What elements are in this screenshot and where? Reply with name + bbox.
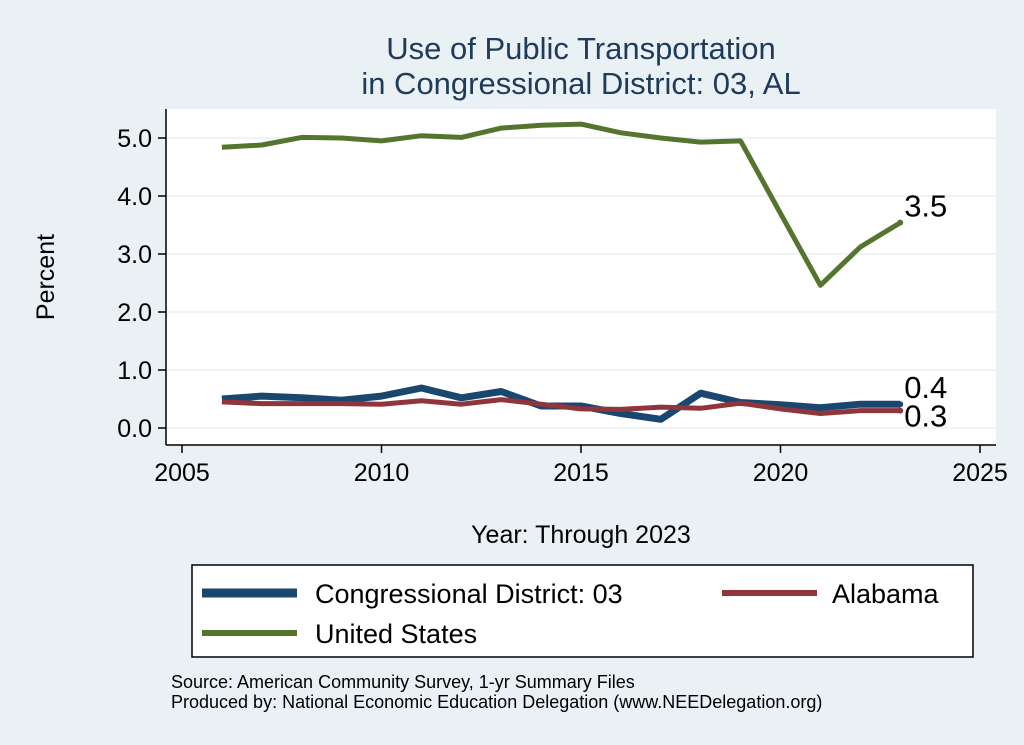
y-axis: 0.0 1.0 2.0 3.0 4.0 5.0 [117, 109, 167, 445]
end-labels: 0.40.3 3.5 [897, 189, 947, 434]
y-tick-label: 2.0 [117, 299, 152, 327]
x-tick-label: 2020 [753, 459, 809, 487]
y-tick-label: 1.0 [117, 357, 152, 385]
end-point-marker [897, 407, 904, 414]
legend-label: Congressional District: 03 [315, 579, 623, 609]
y-tick-label: 4.0 [117, 183, 152, 211]
legend-label: United States [315, 619, 477, 649]
series-line-alabama [221, 397, 901, 416]
y-tick-label: 5.0 [117, 125, 152, 153]
x-tick-label: 2010 [354, 459, 410, 487]
y-axis-label: Percent [32, 234, 60, 320]
end-value-label: 0.3 [904, 399, 947, 434]
gridlines [166, 137, 996, 429]
x-axis: 2005 2010 2015 2020 2025 [154, 444, 1008, 487]
series-line-united-states [221, 121, 902, 288]
x-tick-label: 2005 [154, 459, 210, 487]
legend [191, 564, 974, 658]
x-tick-label: 2015 [553, 459, 609, 487]
series-lines [221, 121, 902, 423]
end-value-label: 0.4 [904, 370, 947, 405]
y-tick-label: 0.0 [117, 415, 152, 443]
chart-title-line-1: Use of Public Transportation [386, 31, 775, 66]
x-axis-label: Year: Through 2023 [471, 521, 691, 549]
legend-label: Alabama [832, 579, 940, 609]
chart-title-line-2: in Congressional District: 03, AL [361, 66, 800, 101]
legend-items: Congressional District: 03 Alabama United … [202, 579, 940, 649]
end-point-marker [897, 219, 904, 226]
producer-note: Produced by: National Economic Education… [171, 692, 822, 712]
end-point-marker [897, 401, 904, 408]
y-tick-label: 3.0 [117, 241, 152, 269]
x-tick-label: 2025 [952, 459, 1008, 487]
source-note: Source: American Community Survey, 1-yr … [171, 672, 635, 692]
end-value-label: 3.5 [904, 189, 947, 224]
plot-area [166, 109, 996, 445]
